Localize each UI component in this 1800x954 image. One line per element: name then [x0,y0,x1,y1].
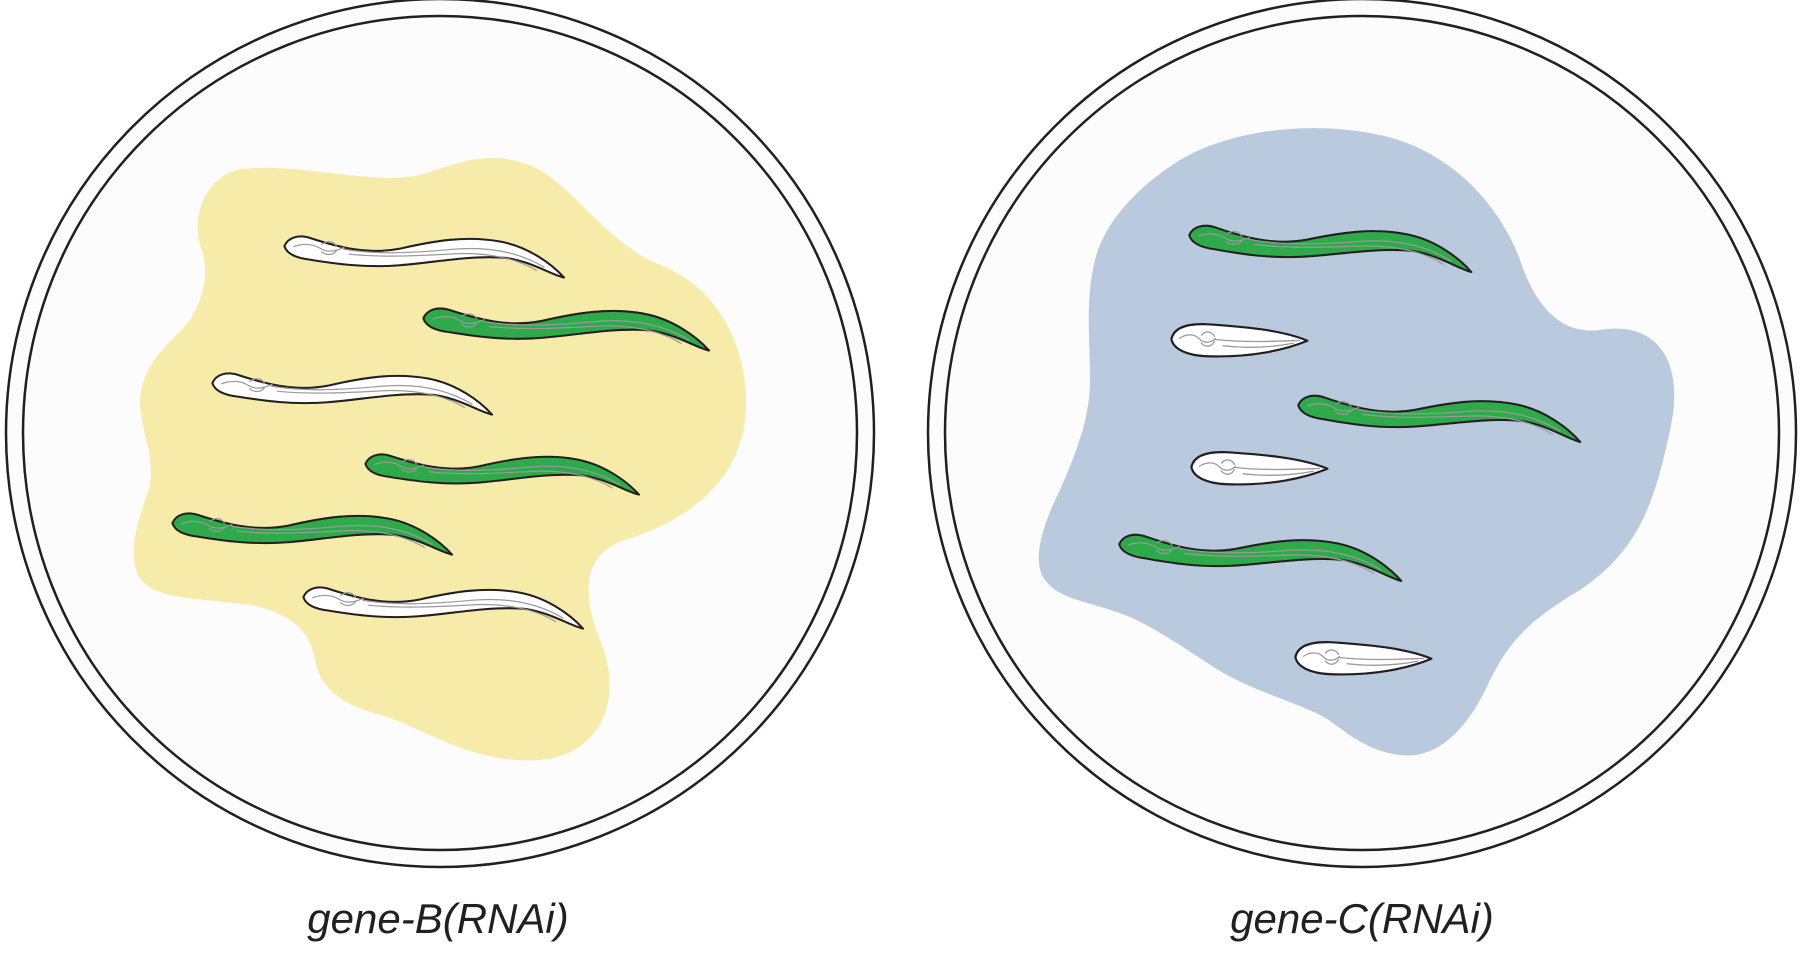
caption-gene-c: gene-C(RNAi) [1230,895,1494,942]
plate-inner-rim [943,14,1781,852]
caption-gene-b: gene-B(RNAi) [307,895,569,942]
plate-gene-c [926,0,1798,869]
plate-inner-rim [21,14,859,852]
plate-gene-b [4,0,876,869]
bacterial-lawn [133,157,747,761]
bacterial-lawn [1038,128,1675,756]
